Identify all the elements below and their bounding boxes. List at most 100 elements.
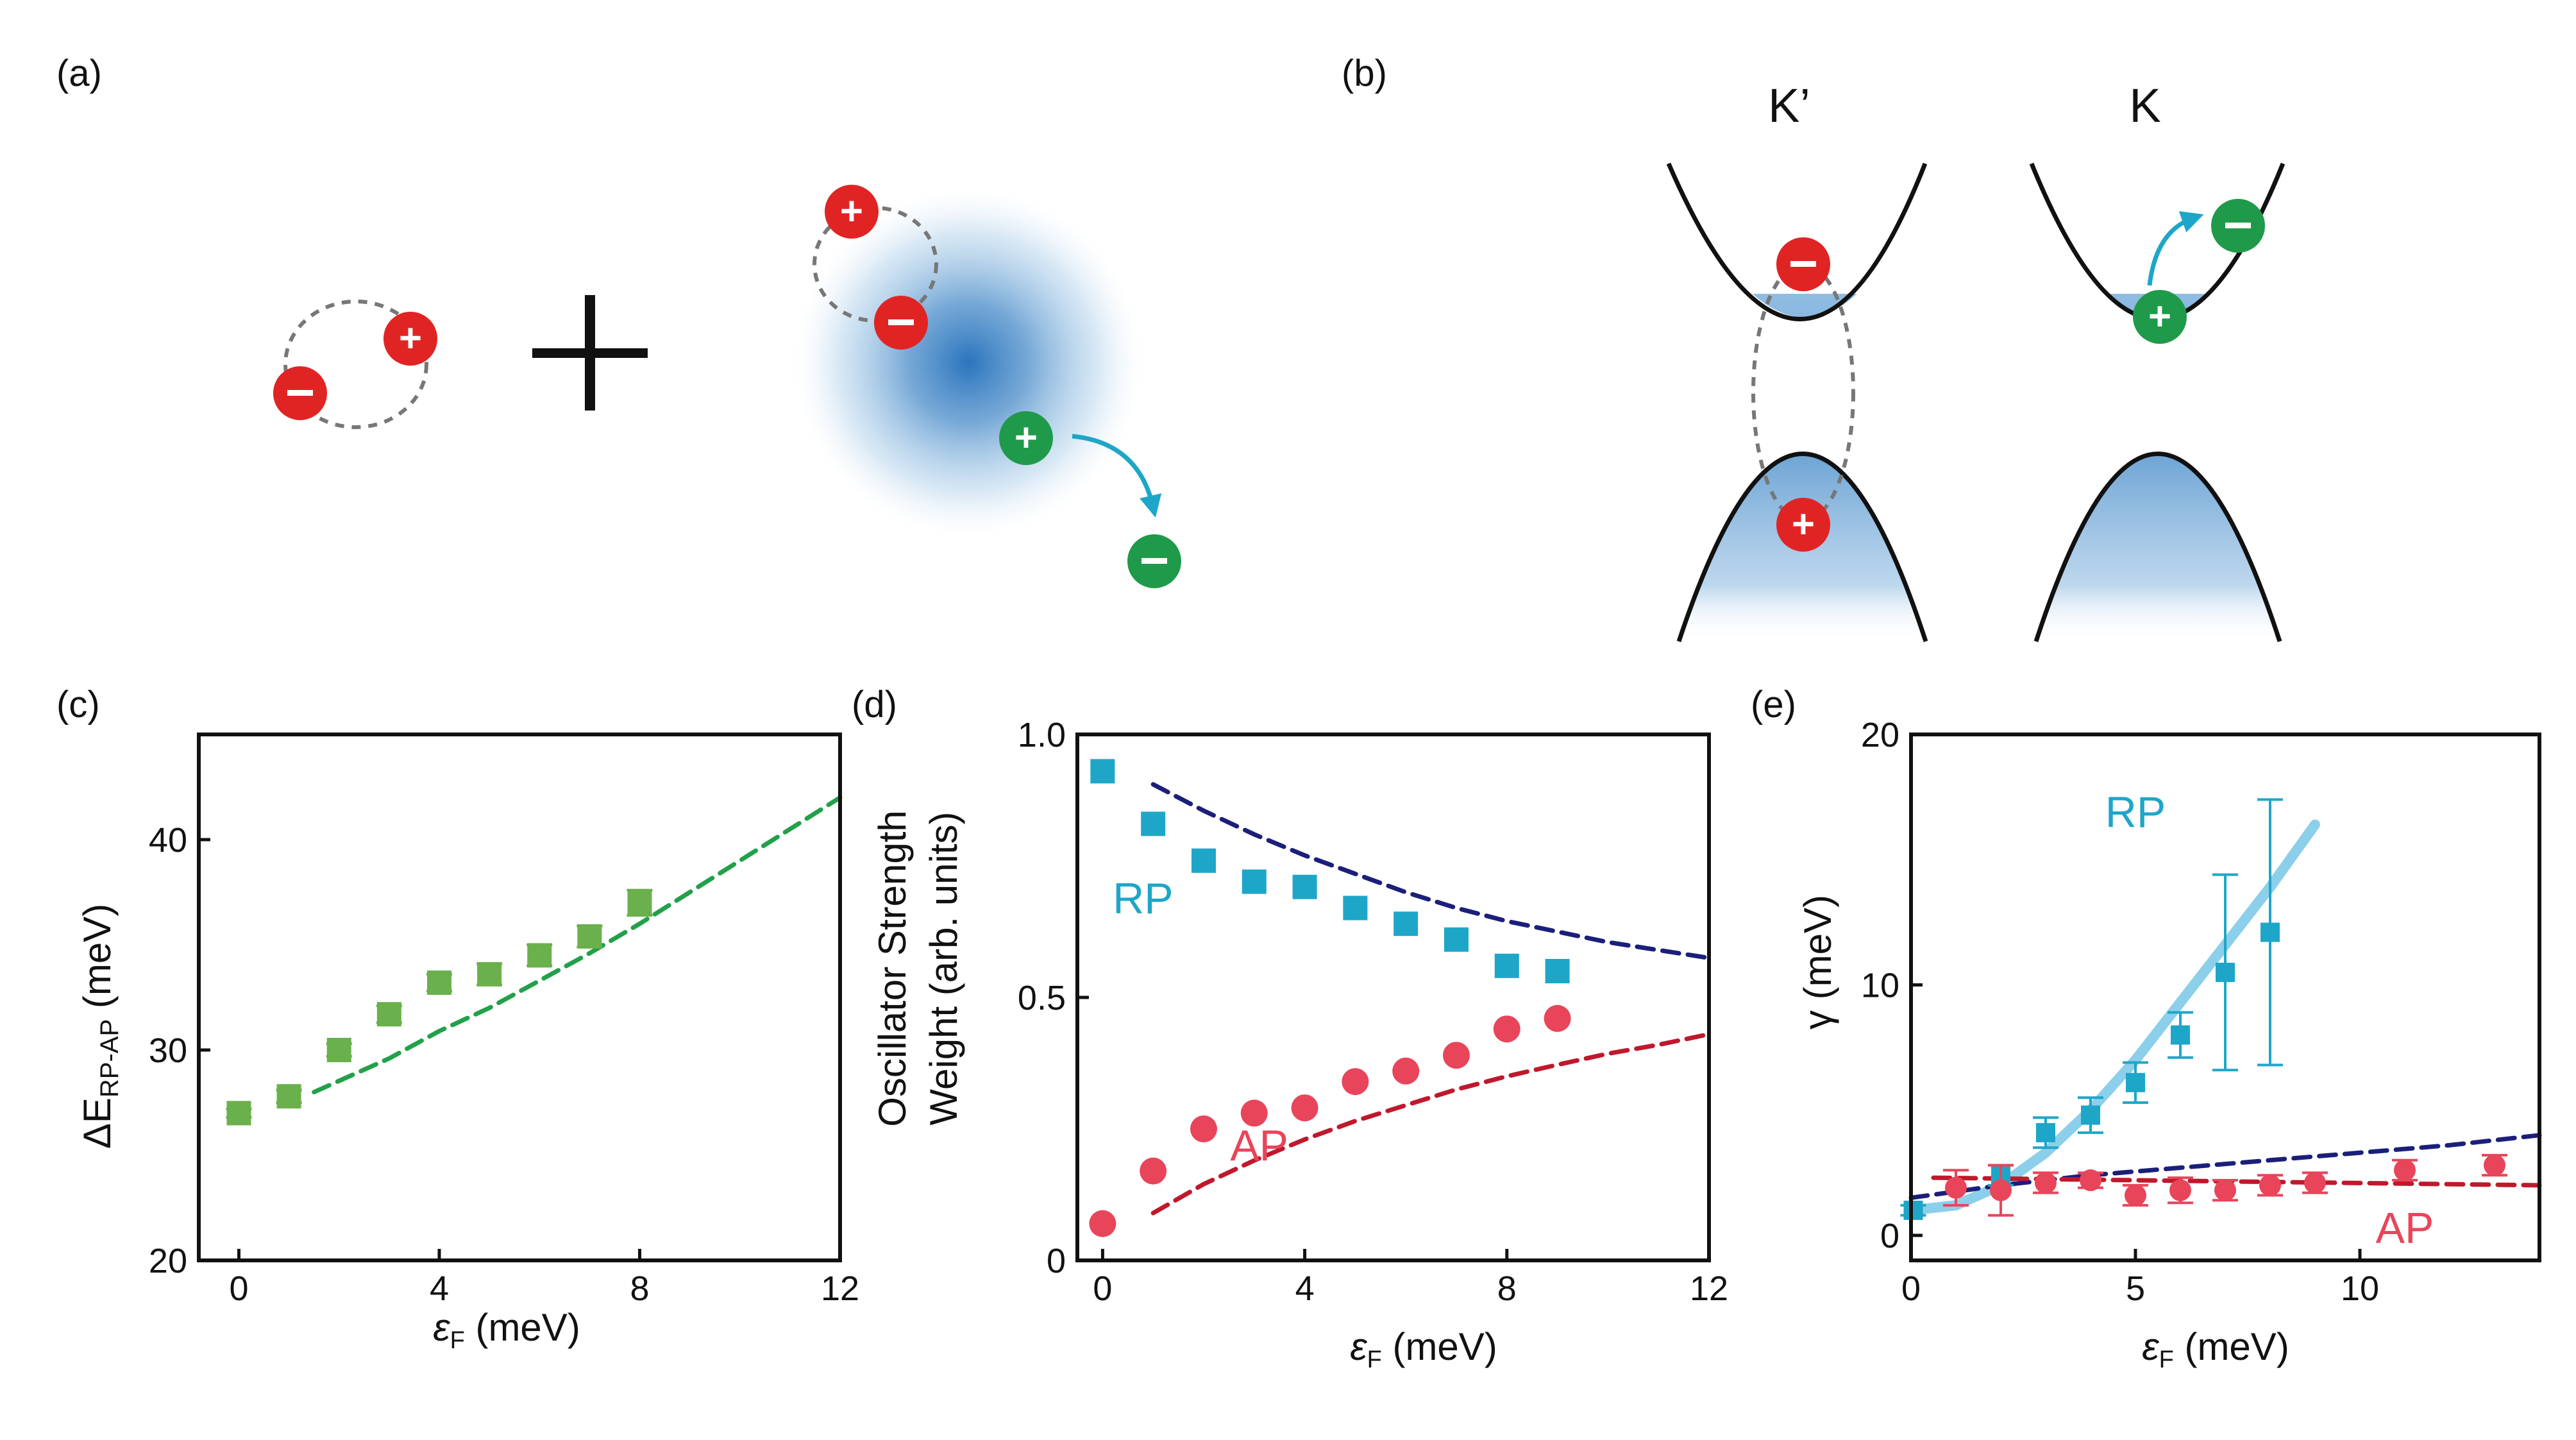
plus-icon: + <box>1792 502 1815 546</box>
x-tick-label: 8 <box>1497 1269 1517 1308</box>
chart-e-point-AP <box>2080 1169 2101 1192</box>
x-tick-label: 12 <box>821 1269 859 1308</box>
y-tick-label: 10 <box>1861 966 1899 1004</box>
chart-e-point-RP <box>1903 1200 1923 1220</box>
chart-d-frame <box>1075 733 1711 1262</box>
chart-c-point-ΔE <box>326 1038 351 1062</box>
chart-c-point-ΔE <box>276 1084 301 1109</box>
chart-e-series-label: RP <box>2105 788 2166 836</box>
chart-d-point-RP <box>1494 953 1519 978</box>
chart-d-point-RP <box>1444 927 1469 952</box>
hole-left: + <box>383 312 437 366</box>
minus-icon <box>287 390 313 396</box>
k-prime-valence-band <box>1676 452 1928 643</box>
chart-e-point-AP <box>2304 1171 2326 1194</box>
hole-circle <box>383 312 437 366</box>
chart-c-fit-0 <box>312 795 843 1095</box>
panel-e: (e) 0 5 10 0 10 20 RP AP γ (meV) εF (meV) <box>1751 684 2542 1373</box>
k-prime-hole: + <box>1776 498 1830 552</box>
chart-e-ylabel: γ (meV) <box>1796 895 1839 1029</box>
minus-icon <box>1790 261 1816 267</box>
chart-d-fit-1 <box>1150 1031 1712 1216</box>
minus-icon <box>888 319 914 325</box>
chart-e-xlabel: εF (meV) <box>2142 1325 2289 1373</box>
minus-icon <box>1141 558 1167 564</box>
chart-d-point-AP <box>1342 1068 1369 1096</box>
y-tick-label: 20 <box>1861 716 1899 754</box>
minus-icon <box>2225 223 2251 228</box>
plus-icon: + <box>840 189 863 233</box>
chart-e-series-label: AP <box>2376 1204 2434 1253</box>
chart-c-point-ΔE <box>577 924 602 949</box>
x-tick-label: 4 <box>1295 1269 1315 1308</box>
chart-d-ylabel-line2: Weight (arb. units) <box>922 811 965 1125</box>
valley-k-label: K <box>2129 79 2160 132</box>
chart-d-point-RP <box>1393 911 1418 936</box>
chart-c: 0 4 8 12 20 30 40 <box>149 733 859 1308</box>
chart-d-point-AP <box>1089 1210 1116 1237</box>
k-prime-fermi-fill <box>1667 294 1937 318</box>
scatter-arrow <box>1072 434 1162 518</box>
panel-d-label: (d) <box>852 684 897 725</box>
valley-k-prime-label: K’ <box>1768 79 1810 132</box>
panel-d: (d) 0 4 8 12 0 0.5 1.0 RP AP Oscillator Strength… <box>852 684 1728 1373</box>
panel-a-label: (a) <box>56 53 102 94</box>
plus-icon: + <box>2148 294 2171 339</box>
chart-e-point-AP <box>2169 1179 2191 1201</box>
y-tick-label: 40 <box>149 821 187 860</box>
k-prime-conduction-band <box>1666 162 1928 321</box>
chart-c-point-ΔE <box>527 943 552 968</box>
chart-d-series-label: RP <box>1113 874 1173 923</box>
chart-e-point-AP <box>2214 1179 2236 1201</box>
chart-c-ylabel: ΔERP-AP (meV) <box>76 904 124 1149</box>
exciton-orbit <box>283 300 428 429</box>
chart-e-point-AP <box>2035 1171 2057 1194</box>
chart-d-point-AP <box>1493 1015 1520 1043</box>
chart-d-point-RP <box>1292 874 1317 899</box>
chart-e-point-RP <box>2081 1105 2100 1125</box>
chart-c-frame <box>197 733 842 1262</box>
plus-icon: + <box>1014 416 1038 460</box>
chart-d-point-RP <box>1191 848 1216 873</box>
chart-d-point-RP <box>1343 895 1368 920</box>
chart-d-point-AP <box>1443 1042 1470 1069</box>
chart-c-point-ΔE <box>226 1101 251 1126</box>
scattered-electron <box>1127 534 1181 588</box>
panel-b: (b) K’ K + + <box>1342 53 2286 643</box>
chart-c-point-ΔE <box>477 961 502 987</box>
chart-d-point-AP <box>1140 1157 1167 1185</box>
scattered-hole: + <box>999 411 1053 465</box>
chart-e-point-RP <box>2126 1072 2145 1092</box>
y-tick-label: 1.0 <box>1018 716 1066 754</box>
chart-e-point-RP <box>2036 1122 2055 1142</box>
chart-e-fit-1 <box>1908 1133 2542 1200</box>
polaron-exciton: + + <box>795 185 1181 588</box>
chart-e-point-AP <box>1990 1179 2012 1201</box>
chart-e-point-AP <box>2484 1154 2505 1176</box>
chart-e: 0 5 10 0 10 20 RP AP <box>1861 716 2542 1308</box>
chart-d-fit-0 <box>1150 782 1712 960</box>
x-tick-label: 0 <box>1901 1269 1921 1308</box>
chart-d-point-RP <box>1141 811 1166 836</box>
y-tick-label: 30 <box>149 1031 187 1070</box>
k-prime-electron <box>1776 237 1830 291</box>
fermi-sea-cloud <box>795 189 1141 536</box>
x-tick-label: 8 <box>630 1269 649 1308</box>
electron-right <box>874 296 928 350</box>
panel-c: (c) 0 4 8 12 20 30 40 ΔERP-AP (meV) εF (meV) <box>56 684 859 1354</box>
panel-c-label: (c) <box>56 684 100 725</box>
chart-d-point-AP <box>1544 1004 1571 1032</box>
chart-d-series-label: AP <box>1230 1121 1288 1170</box>
chart-c-point-ΔE <box>627 890 652 915</box>
hole-right: + <box>825 185 879 239</box>
y-tick-label: 0 <box>1047 1242 1066 1280</box>
chart-e-point-AP <box>2125 1184 2146 1207</box>
chart-e-frame <box>1909 733 2541 1262</box>
chart-d-point-AP <box>1190 1115 1217 1142</box>
electron-left <box>273 366 327 420</box>
y-tick-label: 0.5 <box>1018 979 1066 1017</box>
big-plus <box>532 295 648 411</box>
chart-e-point-RP <box>2171 1025 2190 1045</box>
k-prime-valley: + <box>1666 162 1937 643</box>
